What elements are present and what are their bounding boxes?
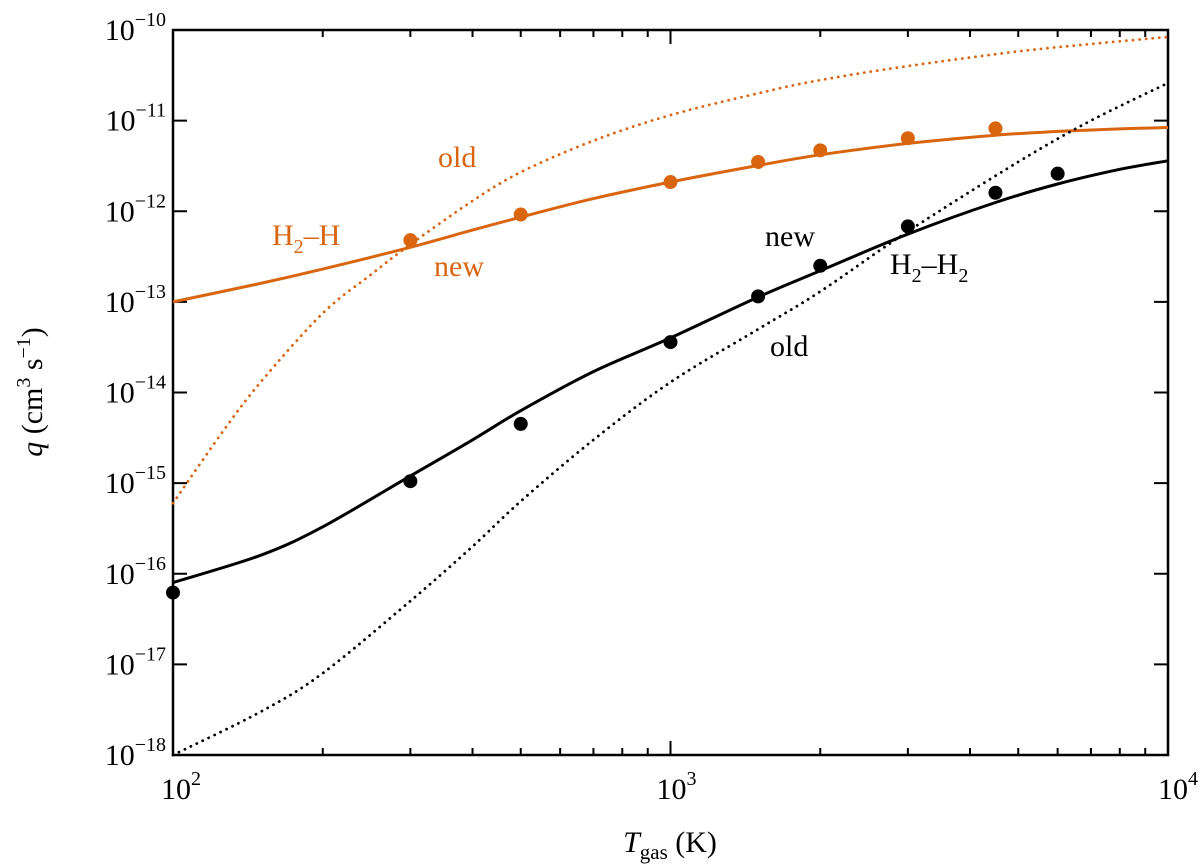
data-point: [751, 154, 766, 169]
data-point: [900, 219, 915, 234]
annotation-new-orange: new: [434, 250, 484, 283]
y-tick-label-base: 10: [105, 558, 135, 591]
data-point: [166, 585, 180, 600]
x-tick-label-exp: 3: [687, 768, 697, 790]
data-point: [813, 258, 828, 273]
x-tick-label-exp: 4: [1188, 768, 1198, 790]
y-tick-label: 10−15: [105, 462, 166, 500]
data-point: [513, 207, 528, 222]
series: [171, 35, 1170, 757]
y-axis-title-unit: s: [16, 358, 49, 377]
annotation-text: H: [272, 219, 294, 252]
x-tick-label-base: 10: [1158, 773, 1188, 806]
y-tick-label-exp: −10: [135, 9, 166, 31]
data-point: [1050, 166, 1065, 181]
x-tick-label-base: 10: [161, 773, 191, 806]
x-axis-title-unit: (K): [668, 826, 717, 859]
data-point: [988, 121, 1003, 136]
y-axis-title-sup: −1: [13, 337, 35, 358]
y-tick-label-base: 10: [105, 286, 135, 319]
y-tick-label: 10−13: [105, 281, 166, 319]
y-tick-label-base: 10: [105, 14, 135, 47]
annotation-subscript: 2: [912, 265, 922, 287]
y-tick-label-exp: −11: [135, 100, 166, 122]
tick-labels: 102 103 10410−1010−1110−1210−1310−1410−151…: [105, 9, 1198, 806]
y-tick-label-exp: −18: [135, 734, 166, 756]
y-axis-title-unit: ): [16, 327, 49, 337]
series-line-h2-h2-old: [171, 81, 1170, 757]
y-tick-label: 10−16: [105, 553, 166, 591]
data-point: [513, 416, 528, 431]
annotation-h2h2: H2–H2: [890, 248, 968, 287]
y-tick-label-exp: −13: [135, 281, 166, 303]
annotation-subscript: 2: [958, 265, 968, 287]
ticks: [172, 29, 1169, 756]
series-line-h2-h-old: [171, 35, 1170, 505]
data-point: [403, 233, 418, 248]
y-tick-label: 10−11: [105, 100, 166, 138]
y-tick-label-base: 10: [105, 739, 135, 772]
y-tick-label: 10−18: [105, 734, 166, 772]
y-tick-label-base: 10: [105, 377, 135, 410]
data-point: [988, 185, 1003, 200]
series-line-h2-h-new: [172, 126, 1169, 304]
y-tick-label-base: 10: [105, 467, 135, 500]
x-axis-title-sub: gas: [640, 840, 668, 864]
y-tick-label-base: 10: [105, 195, 135, 228]
y-tick-label-exp: −16: [135, 553, 166, 575]
y-tick-label: 10−10: [105, 9, 166, 47]
x-tick-label: 104: [1158, 768, 1198, 806]
annotation-new-black: new: [765, 220, 815, 253]
y-tick-label-base: 10: [105, 105, 135, 138]
data-point: [900, 131, 915, 146]
y-tick-label-exp: −14: [135, 372, 166, 394]
x-tick-label-base: 10: [657, 773, 687, 806]
annotation-old-black: old: [770, 330, 808, 363]
data-point: [403, 474, 418, 489]
data-points: [166, 121, 1065, 600]
annotation-old-orange: old: [438, 141, 476, 174]
data-point: [813, 143, 828, 158]
plot-frame: [171, 28, 1170, 757]
x-axis-title-var: T: [623, 826, 642, 859]
y-axis-title-unit: (cm: [16, 388, 49, 442]
y-axis-title-var: q: [16, 442, 49, 457]
y-tick-label-exp: −17: [135, 643, 166, 665]
axis-titles: Tgas (K)q (cm3 s−1): [13, 327, 717, 864]
x-tick-label: 102: [161, 768, 201, 806]
data-point: [751, 289, 766, 304]
x-tick-label: 103: [657, 768, 697, 806]
y-tick-label: 10−17: [105, 643, 166, 681]
data-point: [663, 335, 678, 350]
x-axis-title: Tgas (K): [623, 826, 717, 864]
annotation-text: –H: [921, 248, 959, 281]
annotation-subscript: 2: [294, 236, 304, 258]
annotation-h2h: H2–H: [272, 219, 340, 258]
y-tick-label: 10−14: [105, 372, 166, 410]
y-tick-label-exp: −15: [135, 462, 166, 484]
y-tick-label: 10−12: [105, 190, 166, 228]
y-axis-title: q (cm3 s−1): [13, 327, 49, 457]
y-tick-label-exp: −12: [135, 190, 166, 212]
data-point: [663, 175, 678, 190]
y-tick-label-base: 10: [105, 648, 135, 681]
x-tick-label-exp: 2: [191, 768, 201, 790]
annotation-text: –H: [303, 219, 341, 252]
annotation-text: H: [890, 248, 912, 281]
y-axis-title-sup: 3: [13, 378, 35, 388]
